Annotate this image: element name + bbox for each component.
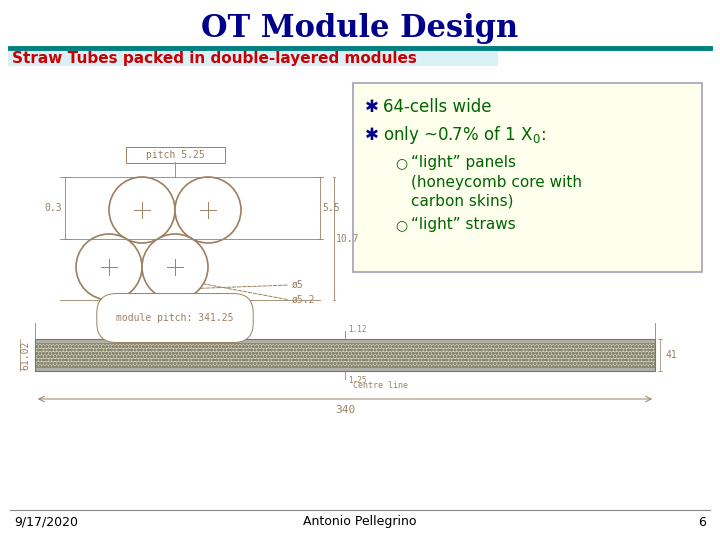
Text: 6: 6 <box>698 516 706 529</box>
Text: OT Module Design: OT Module Design <box>202 12 518 44</box>
Text: Antonio Pellegrino: Antonio Pellegrino <box>303 516 417 529</box>
Circle shape <box>142 234 208 300</box>
Text: “light” panels: “light” panels <box>411 156 516 171</box>
Circle shape <box>109 177 175 243</box>
Text: 61.02: 61.02 <box>20 340 30 370</box>
Text: 0.3: 0.3 <box>45 202 62 213</box>
Text: 0.05: 0.05 <box>130 315 154 325</box>
Text: 10.7: 10.7 <box>336 233 359 244</box>
Text: 41: 41 <box>665 350 677 360</box>
Text: 1.12: 1.12 <box>348 325 366 334</box>
Text: carbon skins): carbon skins) <box>411 193 513 208</box>
Text: 9/17/2020: 9/17/2020 <box>14 516 78 529</box>
Text: ✱: ✱ <box>365 126 379 144</box>
Bar <box>35 339 655 343</box>
Text: ○: ○ <box>395 156 407 170</box>
FancyBboxPatch shape <box>126 147 225 163</box>
Bar <box>35 339 655 371</box>
Text: 340: 340 <box>335 405 355 415</box>
Text: only ~0.7% of 1 X$_0$:: only ~0.7% of 1 X$_0$: <box>383 124 546 146</box>
Bar <box>35 367 655 371</box>
Text: Straw Tubes packed in double-layered modules: Straw Tubes packed in double-layered mod… <box>12 51 417 65</box>
Text: ○: ○ <box>395 218 407 232</box>
Text: 5.5: 5.5 <box>322 202 340 213</box>
Text: 1.25: 1.25 <box>348 376 366 385</box>
FancyBboxPatch shape <box>8 50 498 66</box>
Text: “light” straws: “light” straws <box>411 218 516 233</box>
Text: ø5.2: ø5.2 <box>292 295 315 305</box>
Circle shape <box>76 234 142 300</box>
Text: module pitch: 341.25: module pitch: 341.25 <box>116 313 234 323</box>
FancyBboxPatch shape <box>353 83 702 272</box>
Text: (honeycomb core with: (honeycomb core with <box>411 176 582 191</box>
Text: ø5: ø5 <box>292 280 304 290</box>
Text: ✱: ✱ <box>365 98 379 116</box>
Text: Centre line: Centre line <box>353 381 408 389</box>
Text: pitch 5.25: pitch 5.25 <box>145 150 204 160</box>
Text: 64-cells wide: 64-cells wide <box>383 98 492 116</box>
Bar <box>35 343 655 367</box>
Circle shape <box>175 177 241 243</box>
